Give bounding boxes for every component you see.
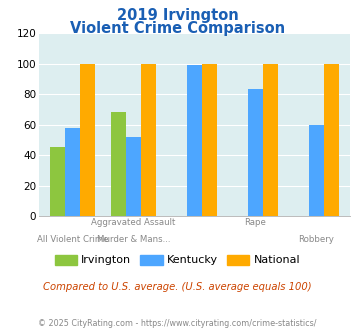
Bar bbox=[324, 63, 339, 216]
Bar bbox=[187, 65, 202, 216]
Text: Aggravated Assault: Aggravated Assault bbox=[91, 218, 176, 227]
Bar bbox=[126, 137, 141, 216]
Bar bbox=[50, 148, 65, 216]
Bar bbox=[111, 112, 126, 216]
Text: Violent Crime Comparison: Violent Crime Comparison bbox=[70, 21, 285, 36]
Text: Murder & Mans...: Murder & Mans... bbox=[97, 235, 170, 244]
Text: Robbery: Robbery bbox=[298, 235, 334, 244]
Bar bbox=[141, 63, 156, 216]
Text: Compared to U.S. average. (U.S. average equals 100): Compared to U.S. average. (U.S. average … bbox=[43, 282, 312, 292]
Bar bbox=[80, 63, 95, 216]
Text: Rape: Rape bbox=[244, 218, 266, 227]
Bar bbox=[65, 128, 80, 216]
Bar bbox=[248, 89, 263, 216]
Text: 2019 Irvington: 2019 Irvington bbox=[117, 8, 238, 23]
Text: All Violent Crime: All Violent Crime bbox=[37, 235, 108, 244]
Bar bbox=[202, 63, 217, 216]
Text: © 2025 CityRating.com - https://www.cityrating.com/crime-statistics/: © 2025 CityRating.com - https://www.city… bbox=[38, 319, 317, 328]
Legend: Irvington, Kentucky, National: Irvington, Kentucky, National bbox=[55, 255, 300, 265]
Bar bbox=[308, 124, 324, 216]
Bar bbox=[263, 63, 278, 216]
